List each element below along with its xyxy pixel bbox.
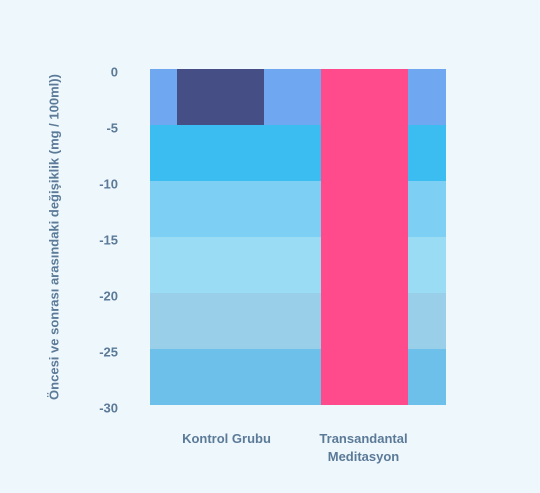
bar (177, 69, 264, 125)
y-axis-title: Öncesi ve sonrası arasındaki değişiklik … (46, 74, 61, 400)
bar (321, 69, 408, 405)
y-tick-label: -30 (99, 400, 118, 415)
x-tick-label: Transandantal Meditasyon (319, 431, 408, 464)
x-tick-label: Kontrol Grubu (182, 431, 271, 446)
y-tick-label: 0 (111, 64, 118, 79)
y-tick-label: -10 (99, 176, 118, 191)
y-tick-label: -20 (99, 288, 118, 303)
y-tick-label: -5 (106, 120, 118, 135)
y-tick-label: -25 (99, 344, 118, 359)
y-tick-label: -15 (99, 232, 118, 247)
